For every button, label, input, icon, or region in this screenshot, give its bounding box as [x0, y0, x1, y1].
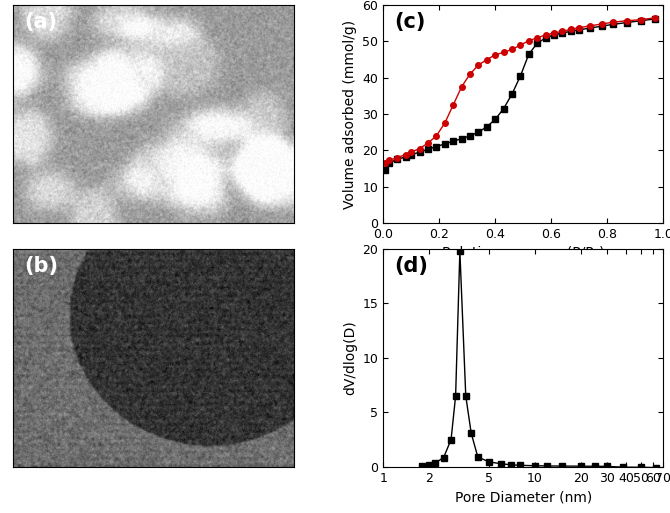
- X-axis label: Pore Diameter (nm): Pore Diameter (nm): [455, 490, 592, 504]
- Text: (b): (b): [25, 255, 58, 275]
- X-axis label: Relative pressure (P/P₀): Relative pressure (P/P₀): [442, 246, 604, 260]
- Y-axis label: Volume adsorbed (mmol/g): Volume adsorbed (mmol/g): [343, 19, 356, 209]
- Y-axis label: dV/dlog(D): dV/dlog(D): [343, 321, 357, 396]
- Text: (c): (c): [395, 12, 425, 32]
- Text: (a): (a): [25, 12, 58, 32]
- Text: (d): (d): [395, 255, 428, 275]
